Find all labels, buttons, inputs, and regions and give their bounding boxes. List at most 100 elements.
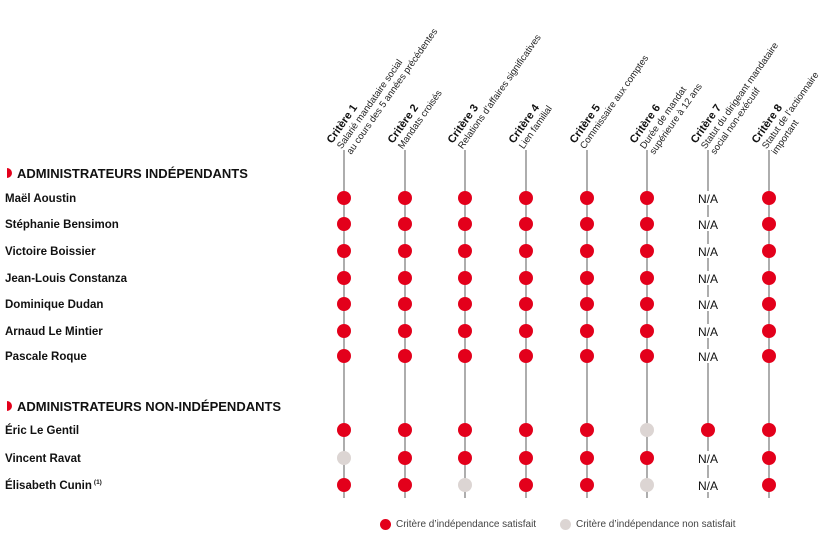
criterion-not-satisfied-dot: [337, 451, 351, 465]
na-label: N/A: [698, 452, 718, 466]
member-name: Éric Le Gentil: [5, 424, 79, 437]
criterion-not-satisfied-dot: [640, 478, 654, 492]
member-name: Arnaud Le Mintier: [5, 326, 103, 338]
criterion-satisfied-dot: [398, 451, 412, 465]
group-title: ADMINISTRATEURS NON-INDÉPENDANTS: [17, 399, 281, 414]
member-name: Vincent Ravat: [5, 453, 81, 465]
criterion-satisfied-dot: [580, 271, 594, 285]
criterion-satisfied-dot: [398, 217, 412, 231]
criterion-satisfied-dot: [337, 349, 351, 363]
criterion-satisfied-dot: [519, 478, 533, 492]
member-name: Pascale Roque: [5, 351, 87, 363]
na-label: N/A: [698, 325, 718, 339]
criterion-not-satisfied-dot: [458, 478, 472, 492]
member-name: Victoire Boissier: [5, 246, 96, 258]
criterion-satisfied-dot: [519, 297, 533, 311]
criterion-satisfied-dot: [640, 244, 654, 258]
criterion-satisfied-dot: [580, 217, 594, 231]
legend-item-satisfied: Critère d’indépendance satisfait: [380, 519, 536, 530]
criterion-satisfied-dot: [458, 271, 472, 285]
criterion-satisfied-dot: [398, 271, 412, 285]
na-background: [694, 191, 722, 205]
criterion-satisfied-dot: [519, 451, 533, 465]
na-background: [694, 324, 722, 338]
criterion-not-satisfied-dot: [640, 423, 654, 437]
legend-label-satisfied: Critère d’indépendance satisfait: [396, 519, 537, 530]
na-label: N/A: [698, 192, 718, 206]
member-name: Stéphanie Bensimon: [5, 219, 119, 231]
na-background: [694, 217, 722, 231]
criterion-satisfied-dot: [762, 324, 776, 338]
criterion-satisfied-dot: [640, 217, 654, 231]
criterion-satisfied-dot: [519, 271, 533, 285]
na-background: [694, 244, 722, 258]
member-name: Dominique Dudan: [5, 299, 103, 311]
na-background: [694, 451, 722, 465]
criterion-satisfied-dot: [640, 271, 654, 285]
legend-item-not-satisfied: Critère d’indépendance non satisfait: [560, 519, 736, 530]
criterion-satisfied-dot: [519, 324, 533, 338]
criterion-satisfied-dot: [640, 349, 654, 363]
na-label: N/A: [698, 350, 718, 364]
criterion-satisfied-dot: [580, 349, 594, 363]
legend-label-not-satisfied: Critère d’indépendance non satisfait: [576, 519, 736, 530]
member-name: Élisabeth Cunin: [5, 479, 92, 492]
criterion-satisfied-dot: [458, 451, 472, 465]
member-name: Jean-Louis Constanza: [5, 273, 128, 285]
criterion-satisfied-dot: [337, 191, 351, 205]
criterion-satisfied-dot: [337, 324, 351, 338]
criterion-satisfied-dot: [762, 423, 776, 437]
criterion-satisfied-dot: [519, 217, 533, 231]
legend-swatch-satisfied: [380, 519, 391, 530]
criterion-satisfied-dot: [519, 244, 533, 258]
criterion-satisfied-dot: [580, 451, 594, 465]
criterion-satisfied-dot: [580, 244, 594, 258]
criterion-satisfied-dot: [337, 478, 351, 492]
criterion-satisfied-dot: [519, 349, 533, 363]
criterion-satisfied-dot: [458, 191, 472, 205]
criterion-satisfied-dot: [762, 297, 776, 311]
na-background: [694, 478, 722, 492]
na-label: N/A: [698, 218, 718, 232]
criterion-satisfied-dot: [762, 191, 776, 205]
criterion-satisfied-dot: [762, 451, 776, 465]
na-background: [694, 271, 722, 285]
criterion-satisfied-dot: [398, 423, 412, 437]
criterion-satisfied-dot: [458, 297, 472, 311]
criterion-satisfied-dot: [762, 217, 776, 231]
criterion-satisfied-dot: [458, 423, 472, 437]
group-title: ADMINISTRATEURS INDÉPENDANTS: [17, 166, 248, 181]
criterion-satisfied-dot: [458, 244, 472, 258]
criterion-satisfied-dot: [762, 271, 776, 285]
na-label: N/A: [698, 272, 718, 286]
criterion-satisfied-dot: [580, 324, 594, 338]
criterion-satisfied-dot: [640, 297, 654, 311]
criterion-satisfied-dot: [640, 451, 654, 465]
member-footnote: (1): [94, 479, 102, 486]
criterion-satisfied-dot: [580, 478, 594, 492]
criterion-satisfied-dot: [580, 297, 594, 311]
criterion-satisfied-dot: [398, 478, 412, 492]
criterion-satisfied-dot: [762, 349, 776, 363]
criterion-satisfied-dot: [762, 478, 776, 492]
criterion-satisfied-dot: [580, 191, 594, 205]
criterion-satisfied-dot: [337, 423, 351, 437]
criterion-satisfied-dot: [398, 297, 412, 311]
criterion-satisfied-dot: [519, 191, 533, 205]
na-label: N/A: [698, 298, 718, 312]
legend-swatch-not-satisfied: [560, 519, 571, 530]
criterion-satisfied-dot: [337, 271, 351, 285]
na-background: [694, 349, 722, 363]
criterion-satisfied-dot: [762, 244, 776, 258]
member-name: Maël Aoustin: [5, 193, 76, 205]
na-label: N/A: [698, 479, 718, 493]
criterion-satisfied-dot: [398, 244, 412, 258]
criterion-satisfied-dot: [458, 349, 472, 363]
criterion-satisfied-dot: [458, 217, 472, 231]
na-label: N/A: [698, 245, 718, 259]
